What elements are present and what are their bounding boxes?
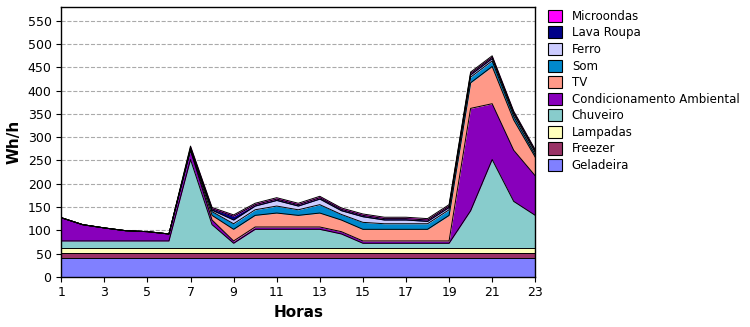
Y-axis label: Wh/h: Wh/h bbox=[7, 120, 22, 164]
X-axis label: Horas: Horas bbox=[273, 305, 323, 320]
Legend: Microondas, Lava Roupa, Ferro, Som, TV, Condicionamento Ambiental, Chuveiro, Lam: Microondas, Lava Roupa, Ferro, Som, TV, … bbox=[546, 8, 742, 174]
